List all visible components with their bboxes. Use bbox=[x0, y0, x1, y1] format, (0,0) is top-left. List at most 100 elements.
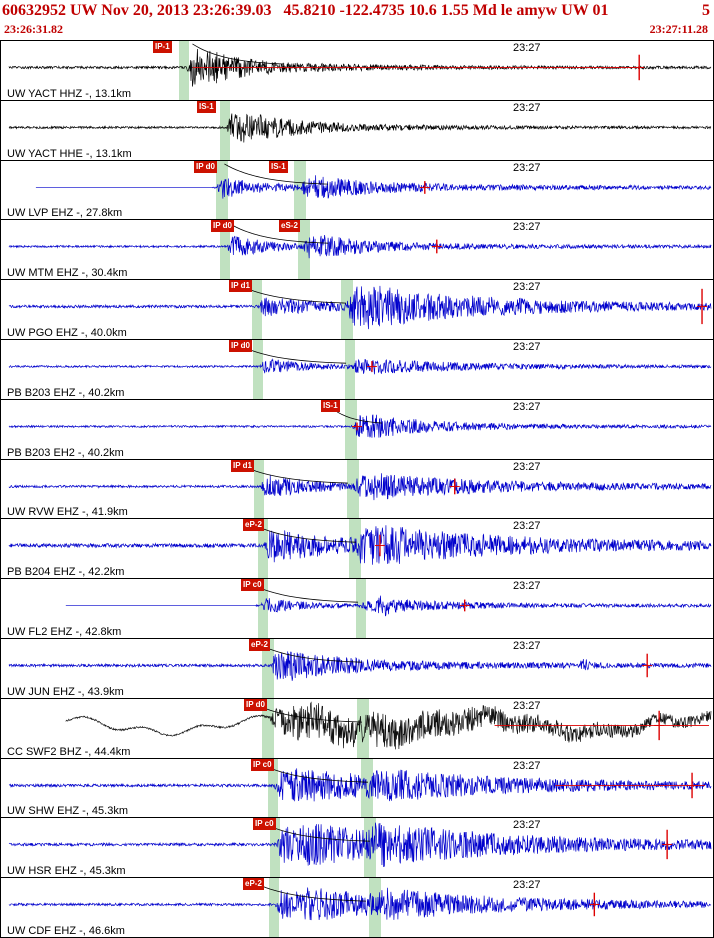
pick-uncertainty-band bbox=[253, 339, 263, 399]
phase-pick-flag[interactable]: IP d0 bbox=[211, 220, 234, 233]
time-tick-label: 23:27 bbox=[513, 639, 541, 652]
window-end-time: 23:27:11.28 bbox=[649, 22, 708, 36]
waveform[interactable] bbox=[1, 220, 713, 279]
phase-pick-flag[interactable]: eS-2 bbox=[279, 220, 300, 233]
pick-uncertainty-band bbox=[364, 818, 376, 878]
waveform[interactable] bbox=[1, 519, 713, 578]
pick-uncertainty-band bbox=[254, 459, 264, 519]
pick-uncertainty-band bbox=[262, 638, 274, 698]
coda-marker[interactable] bbox=[687, 772, 698, 798]
phase-pick-flag[interactable]: IP d1 bbox=[231, 459, 254, 472]
pick-uncertainty-band bbox=[262, 698, 274, 758]
coda-marker[interactable] bbox=[642, 653, 653, 678]
station-label: UW FL2 EHZ -, 42.8km bbox=[7, 625, 122, 638]
trace-row[interactable]: IP c0 23:27 UW HSR EHZ -, 45.3km bbox=[1, 818, 713, 879]
coda-marker[interactable] bbox=[654, 710, 665, 740]
time-tick-label: 23:27 bbox=[513, 460, 541, 473]
waveform[interactable] bbox=[1, 878, 713, 937]
coda-marker[interactable] bbox=[459, 599, 470, 612]
phase-pick-flag[interactable]: IP c0 bbox=[241, 579, 264, 592]
waveform[interactable] bbox=[1, 639, 713, 698]
pick-uncertainty-band bbox=[357, 698, 369, 758]
coda-marker[interactable] bbox=[662, 830, 673, 860]
phase-pick-flag[interactable]: IP d1 bbox=[229, 280, 252, 293]
trace-list: IP-1 23:27 UW YACT HHZ -, 13.1km IS-1 23:27 U… bbox=[0, 40, 714, 938]
coda-decay-curve bbox=[248, 521, 357, 543]
time-tick-label: 23:27 bbox=[513, 101, 541, 114]
window-start-time: 23:26:31.82 bbox=[4, 22, 63, 36]
pick-uncertainty-band bbox=[347, 459, 359, 519]
pick-uncertainty-band bbox=[298, 220, 310, 280]
pick-uncertainty-band bbox=[268, 758, 278, 818]
time-tick-label: 23:27 bbox=[513, 580, 541, 593]
trace-row[interactable]: eP-2 23:27 UW CDF EHZ -, 46.6km bbox=[1, 878, 713, 938]
time-tick-label: 23:27 bbox=[513, 819, 541, 832]
pick-uncertainty-band bbox=[252, 280, 262, 339]
trace-row[interactable]: IP d0 23:27 CC SWF2 BHZ -, 44.4km bbox=[1, 698, 713, 759]
phase-pick-flag[interactable]: IP-1 bbox=[153, 41, 172, 53]
waveform[interactable] bbox=[1, 101, 713, 160]
station-label: UW JUN EHZ -, 43.9km bbox=[7, 685, 124, 698]
waveform[interactable] bbox=[1, 818, 713, 877]
coda-decay-curve bbox=[254, 641, 362, 663]
time-tick-label: 23:27 bbox=[513, 221, 541, 234]
coda-decay-curve bbox=[236, 462, 349, 484]
event-summary: 60632952 UW Nov 20, 2013 23:26:39.03 45.… bbox=[2, 2, 609, 19]
trace-row[interactable]: IP c0 23:27 UW FL2 EHZ -, 42.8km bbox=[1, 579, 713, 639]
time-tick-label: 23:27 bbox=[513, 340, 541, 353]
waveform[interactable] bbox=[1, 579, 713, 638]
phase-pick-flag[interactable]: eP-2 bbox=[249, 638, 270, 651]
trace-row[interactable]: IP d1 23:27 UW RVW EHZ -, 41.9km bbox=[1, 459, 713, 520]
pick-uncertainty-band bbox=[361, 758, 373, 818]
pick-uncertainty-band bbox=[341, 280, 353, 339]
trace-row[interactable]: IP c0 23:27 UW SHW EHZ -, 45.3km bbox=[1, 758, 713, 819]
phase-pick-flag[interactable]: IP d0 bbox=[244, 698, 267, 711]
waveform[interactable] bbox=[1, 460, 713, 519]
trace-row[interactable]: IP d0 eS-2 23:27 UW MTM EHZ -, 30.4km bbox=[1, 220, 713, 281]
coda-decay-curve bbox=[192, 43, 285, 65]
waveform[interactable] bbox=[1, 759, 713, 818]
coda-marker[interactable] bbox=[431, 239, 442, 254]
coda-marker[interactable] bbox=[374, 535, 385, 557]
waveform[interactable] bbox=[1, 280, 713, 339]
waveform[interactable] bbox=[1, 340, 713, 399]
coda-decay-curve bbox=[258, 820, 370, 842]
phase-pick-flag[interactable]: eP-2 bbox=[243, 878, 264, 891]
trace-row[interactable]: eP-2 23:27 PB B204 EHZ -, 42.2km bbox=[1, 519, 713, 580]
trace-row[interactable]: IP-1 23:27 UW YACT HHZ -, 13.1km bbox=[1, 41, 713, 101]
waveform[interactable] bbox=[1, 699, 713, 758]
pick-uncertainty-band bbox=[258, 519, 268, 579]
coda-marker[interactable] bbox=[589, 892, 600, 917]
coda-decay-curve bbox=[228, 222, 329, 244]
trace-row[interactable]: IP d0 23:27 PB B203 EHZ -, 40.2km bbox=[1, 339, 713, 400]
coda-decay-curve bbox=[246, 581, 359, 603]
phase-pick-flag[interactable]: IS-1 bbox=[321, 399, 340, 412]
coda-marker[interactable] bbox=[449, 478, 460, 494]
pick-uncertainty-band bbox=[345, 399, 357, 459]
station-label: UW YACT HHZ -, 13.1km bbox=[7, 87, 132, 100]
phase-pick-flag[interactable]: IP c0 bbox=[253, 818, 276, 831]
trace-row[interactable]: eP-2 23:27 UW JUN EHZ -, 43.9km bbox=[1, 638, 713, 699]
coda-marker[interactable] bbox=[366, 361, 377, 372]
trace-row[interactable]: IP d1 23:27 UW PGO EHZ -, 40.0km bbox=[1, 280, 713, 340]
coda-marker[interactable] bbox=[419, 180, 430, 194]
waveform[interactable] bbox=[1, 161, 713, 220]
time-tick-label: 23:27 bbox=[513, 42, 541, 54]
trace-row[interactable]: IS-1 23:27 PB B203 EH2 -, 40.2km bbox=[1, 399, 713, 460]
pick-uncertainty-band bbox=[216, 160, 228, 220]
coda-marker[interactable] bbox=[697, 289, 708, 325]
phase-pick-flag[interactable]: IP d0 bbox=[229, 339, 252, 352]
waveform[interactable] bbox=[1, 41, 713, 100]
phase-pick-flag[interactable]: IS-1 bbox=[197, 100, 216, 113]
phase-pick-flag[interactable]: IP d0 bbox=[194, 160, 217, 173]
phase-pick-flag[interactable]: eP-2 bbox=[243, 519, 264, 532]
trace-row[interactable]: IS-1 23:27 UW YACT HHE -, 13.1km bbox=[1, 100, 713, 161]
phase-pick-flag[interactable]: IP c0 bbox=[251, 758, 274, 771]
coda-marker[interactable] bbox=[634, 54, 645, 81]
trace-row[interactable]: IP d0 IS-1 23:27 UW LVP EHZ -, 27.8km bbox=[1, 160, 713, 221]
coda-decay-curve bbox=[234, 342, 347, 364]
pick-uncertainty-band bbox=[258, 579, 268, 638]
phase-pick-flag[interactable]: IS-1 bbox=[269, 160, 288, 173]
coda-marker[interactable] bbox=[352, 422, 362, 431]
header-line-2: 23:26:31.82 23:27:11.28 bbox=[2, 21, 710, 38]
